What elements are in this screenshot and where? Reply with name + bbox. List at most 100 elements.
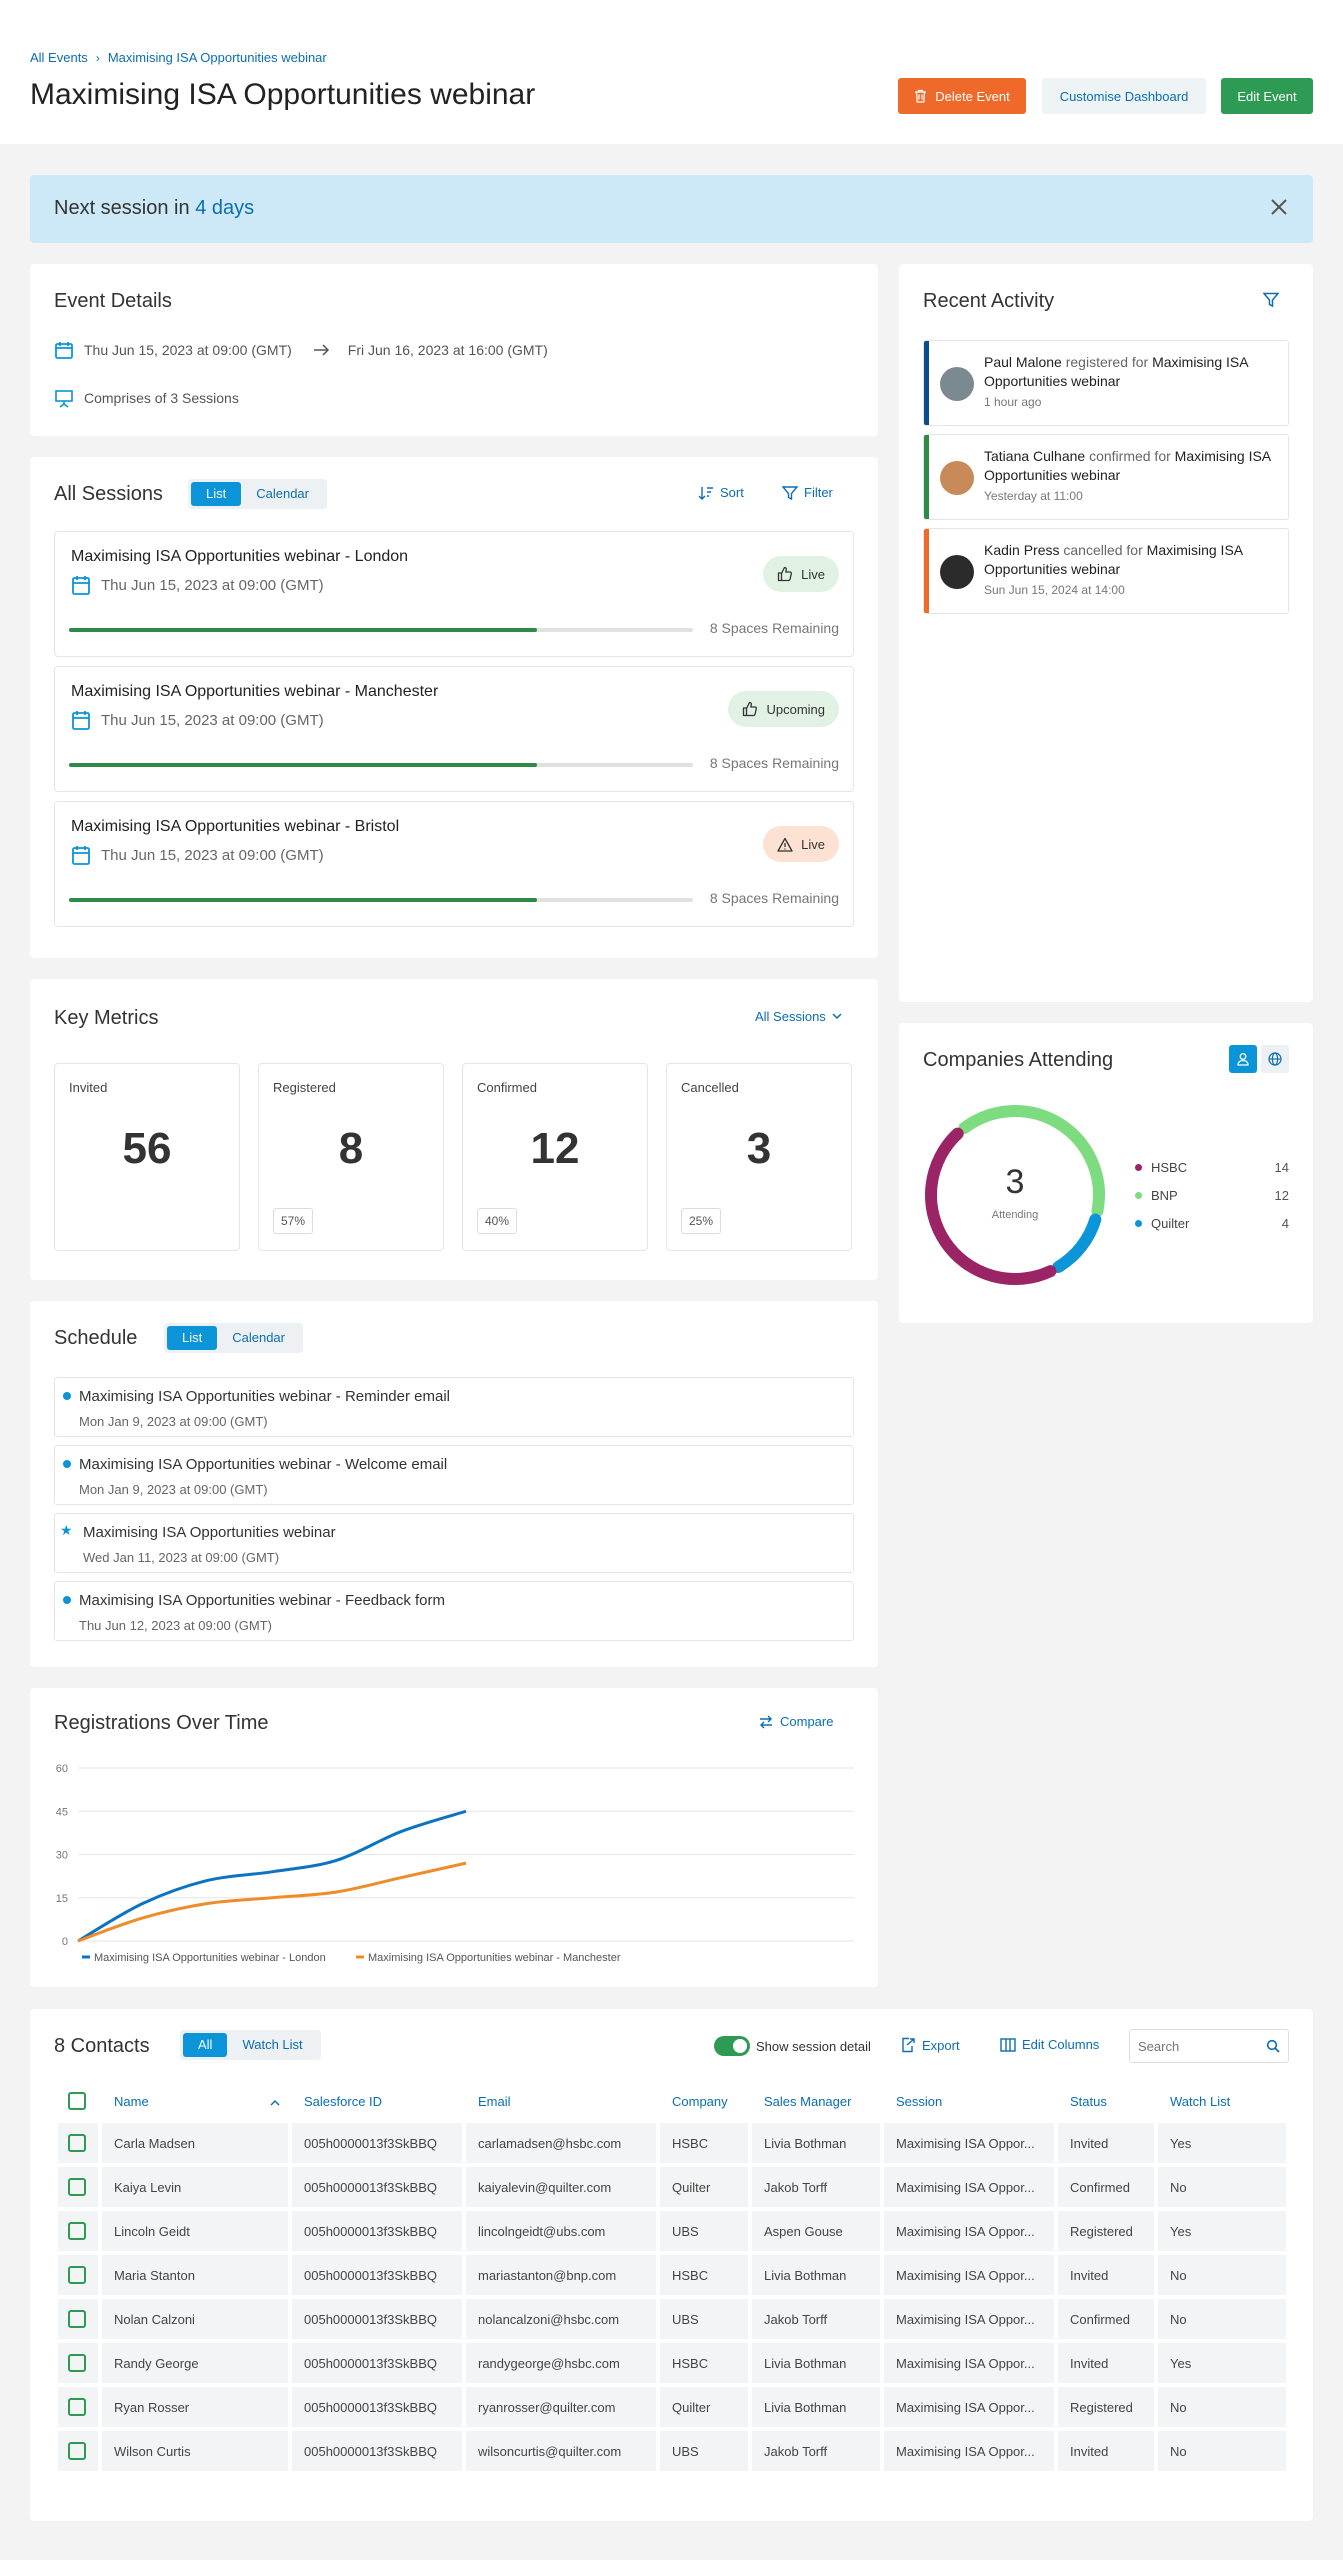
company-legend-item: Quilter 4 [1135, 1216, 1289, 1231]
next-session-banner: Next session in 4 days [30, 175, 1313, 243]
legend-label: Maximising ISA Opportunities webinar - L… [94, 1952, 326, 1964]
schedule-item-date: Thu Jun 12, 2023 at 09:00 (GMT) [79, 1618, 272, 1633]
column-header-salesforce[interactable]: Salesforce ID [304, 2093, 383, 2109]
schedule-view-calendar[interactable]: Calendar [232, 1330, 285, 1345]
contacts-view-watchlist[interactable]: Watch List [242, 2037, 303, 2052]
activity-item[interactable]: Paul Malone registered for Maximising IS… [923, 340, 1289, 426]
session-card[interactable]: Maximising ISA Opportunities webinar - B… [54, 801, 854, 927]
schedule-item[interactable]: Maximising ISA Opportunities webinar - R… [54, 1377, 854, 1437]
star-icon: ★ [60, 1522, 73, 1538]
legend-dot [1135, 1192, 1142, 1199]
delete-event-button[interactable]: Delete Event [898, 78, 1026, 114]
sort-button[interactable]: Sort [698, 485, 744, 500]
select-all-checkbox[interactable] [68, 2092, 86, 2110]
cell-watchlist: No [1158, 2299, 1286, 2339]
contacts-view-all[interactable]: All [183, 2033, 228, 2057]
row-checkbox[interactable] [68, 2354, 86, 2372]
metrics-session-dropdown[interactable]: All Sessions [755, 1009, 842, 1024]
activity-person[interactable]: Kadin Press [984, 542, 1060, 558]
calendar-icon [72, 846, 90, 865]
row-checkbox[interactable] [68, 2222, 86, 2240]
search-icon[interactable] [1266, 2039, 1280, 2053]
activity-verb: confirmed for [1089, 448, 1171, 464]
activity-item[interactable]: Tatiana Culhane confirmed for Maximising… [923, 434, 1289, 520]
edit-columns-button[interactable]: Edit Columns [1000, 2037, 1099, 2052]
session-date: Thu Jun 15, 2023 at 09:00 (GMT) [71, 844, 324, 866]
thumbs-up-icon [777, 566, 793, 582]
activity-person[interactable]: Tatiana Culhane [984, 448, 1086, 464]
cell-name: Maria Stanton [102, 2255, 288, 2295]
schedule-item[interactable]: ★ Maximising ISA Opportunities webinar W… [54, 1513, 854, 1573]
schedule-item-title: Maximising ISA Opportunities webinar - R… [79, 1388, 450, 1405]
activity-person[interactable]: Paul Malone [984, 354, 1062, 370]
session-badge-label: Upcoming [766, 701, 825, 717]
schedule-item-title: Maximising ISA Opportunities webinar - W… [79, 1456, 448, 1473]
row-checkbox[interactable] [68, 2398, 86, 2416]
close-icon[interactable] [1267, 195, 1291, 219]
column-header-watchlist[interactable]: Watch List [1170, 2093, 1231, 2109]
row-checkbox[interactable] [68, 2310, 86, 2328]
breadcrumb-current[interactable]: Maximising ISA Opportunities webinar [107, 50, 327, 65]
column-header-company[interactable]: Company [672, 2093, 728, 2109]
activity-target[interactable]: Maximising ISA Opportunities webinar [984, 542, 1243, 577]
column-header-status[interactable]: Status [1070, 2093, 1107, 2109]
cell-company: HSBC [660, 2255, 748, 2295]
schedule-item[interactable]: Maximising ISA Opportunities webinar - W… [54, 1445, 854, 1505]
row-checkbox[interactable] [68, 2134, 86, 2152]
table-row[interactable]: Carla Madsen 005h0000013f3SkBBQ carlamadse… [58, 2123, 1286, 2163]
contacts-card: 8 Contacts All Watch List Show session d… [30, 2009, 1313, 2521]
metrics-session-label: All Sessions [755, 1009, 826, 1024]
sessions-view-calendar[interactable]: Calendar [256, 486, 309, 501]
table-row[interactable]: Ryan Rosser 005h0000013f3SkBBQ ryanrosser@… [58, 2387, 1286, 2427]
table-row[interactable]: Lincoln Geidt 005h0000013f3SkBBQ lincolnge… [58, 2211, 1286, 2251]
session-card[interactable]: Maximising ISA Opportunities webinar - L… [54, 531, 854, 657]
row-checkbox[interactable] [68, 2178, 86, 2196]
event-sessions-note: Comprises of 3 Sessions [54, 388, 239, 408]
activity-target[interactable]: Maximising ISA Opportunities webinar [984, 448, 1271, 483]
activity-target[interactable]: Maximising ISA Opportunities webinar [984, 354, 1248, 389]
search-input[interactable] [1138, 2038, 1258, 2054]
toggle-switch[interactable] [714, 2036, 750, 2056]
column-header-session[interactable]: Session [896, 2093, 943, 2109]
metric-percentage: 57% [273, 1208, 314, 1234]
compare-button[interactable]: Compare [758, 1714, 833, 1729]
companies-view-toggle [1229, 1045, 1289, 1073]
person-view-button[interactable] [1229, 1045, 1257, 1073]
thumbs-up-icon [743, 701, 758, 717]
sessions-view-list[interactable]: List [191, 482, 242, 506]
globe-view-button[interactable] [1261, 1045, 1289, 1073]
activity-text: Paul Malone registered for Maximising IS… [984, 353, 1280, 412]
session-title: Maximising ISA Opportunities webinar - B… [71, 818, 400, 835]
cell-session: Maximising ISA Oppor... [884, 2343, 1054, 2383]
column-header-email[interactable]: Email [478, 2093, 511, 2109]
all-sessions-card: All Sessions List Calendar Sort Filter M… [30, 457, 878, 958]
table-row[interactable]: Randy George 005h0000013f3SkBBQ randygeorg… [58, 2343, 1286, 2383]
row-checkbox[interactable] [68, 2442, 86, 2460]
table-row[interactable]: Wilson Curtis 005h0000013f3SkBBQ wilsoncur… [58, 2431, 1286, 2471]
calendar-icon [55, 342, 73, 359]
filter-icon[interactable] [1263, 292, 1279, 308]
activity-item[interactable]: Kadin Press cancelled for Maximising ISA… [923, 528, 1289, 614]
recent-activity-title: Recent Activity [923, 290, 1055, 312]
cell-status: Invited [1058, 2255, 1154, 2295]
metric-percentage: 40% [477, 1208, 518, 1234]
table-row[interactable]: Nolan Calzoni 005h0000013f3SkBBQ nolancalz… [58, 2299, 1286, 2339]
column-header-name[interactable]: Name [102, 2083, 288, 2119]
registrations-card: Registrations Over Time Compare 0 15 30 45 6… [30, 1688, 878, 1987]
row-checkbox[interactable] [68, 2266, 86, 2284]
export-button[interactable]: Export [900, 2037, 960, 2053]
table-row[interactable]: Kaiya Levin 005h0000013f3SkBBQ kaiyalevin@… [58, 2167, 1286, 2207]
session-badge-label: Live [801, 566, 825, 582]
show-session-detail-toggle[interactable]: Show session detail [714, 2036, 871, 2056]
schedule-view-list[interactable]: List [167, 1326, 218, 1350]
breadcrumb-all-events[interactable]: All Events [30, 50, 88, 65]
filter-button[interactable]: Filter [782, 485, 833, 500]
cell-salesforce-id: 005h0000013f3SkBBQ [292, 2255, 462, 2295]
column-header-sales-manager[interactable]: Sales Manager [764, 2093, 852, 2109]
schedule-item[interactable]: Maximising ISA Opportunities webinar - F… [54, 1581, 854, 1641]
session-card[interactable]: Maximising ISA Opportunities webinar - M… [54, 666, 854, 792]
donut-segment-quilter [1052, 1213, 1102, 1274]
customise-dashboard-button[interactable]: Customise Dashboard [1042, 78, 1206, 114]
table-row[interactable]: Maria Stanton 005h0000013f3SkBBQ mariastan… [58, 2255, 1286, 2295]
edit-event-button[interactable]: Edit Event [1221, 78, 1313, 114]
